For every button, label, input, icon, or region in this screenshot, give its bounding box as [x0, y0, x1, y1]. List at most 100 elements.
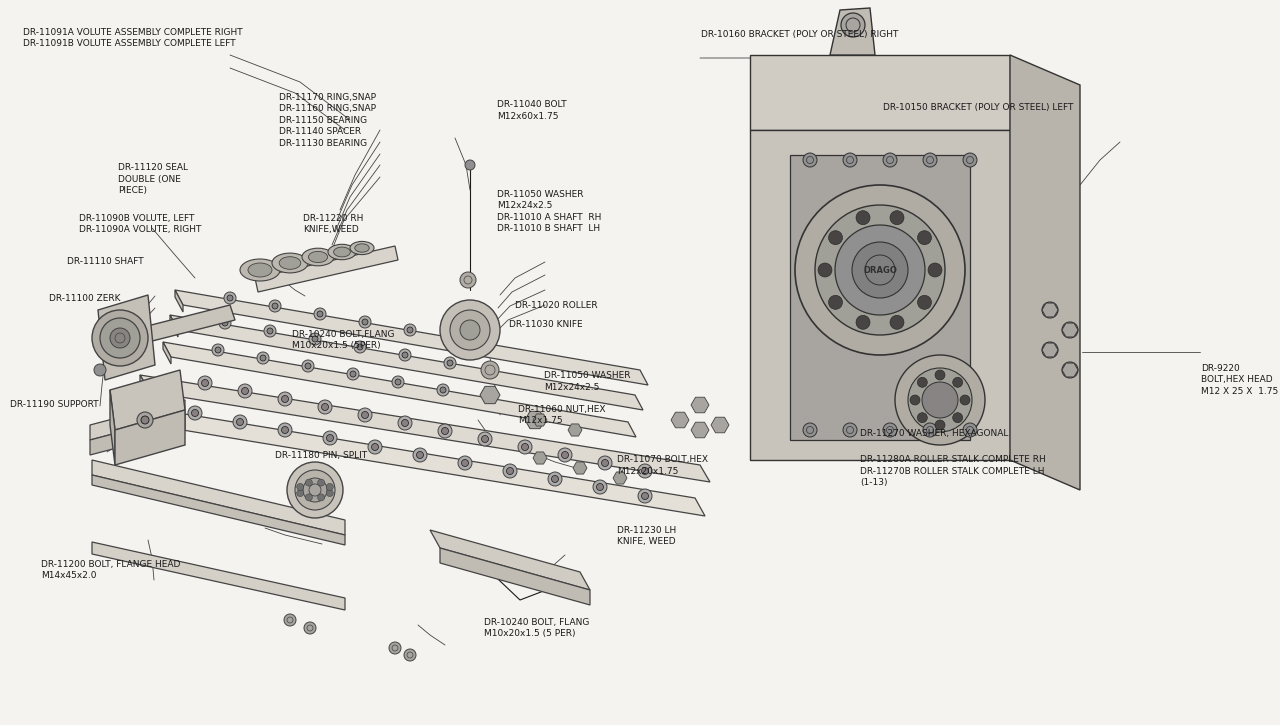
Circle shape — [452, 335, 458, 341]
Polygon shape — [140, 375, 150, 400]
Circle shape — [326, 484, 333, 490]
Polygon shape — [1042, 303, 1059, 317]
Polygon shape — [175, 290, 648, 385]
Circle shape — [212, 344, 224, 356]
Circle shape — [558, 448, 572, 462]
Text: DR-11170 RING,SNAP
DR-11160 RING,SNAP
DR-11150 BEARING
DR-11140 SPACER
DR-11130 : DR-11170 RING,SNAP DR-11160 RING,SNAP DR… — [279, 93, 376, 148]
Circle shape — [392, 376, 404, 388]
Circle shape — [305, 363, 311, 369]
Ellipse shape — [308, 252, 328, 262]
Polygon shape — [568, 424, 582, 436]
Circle shape — [1042, 302, 1059, 318]
Circle shape — [856, 315, 870, 329]
Polygon shape — [140, 375, 710, 482]
Polygon shape — [532, 452, 547, 464]
Ellipse shape — [248, 263, 273, 277]
Ellipse shape — [302, 248, 334, 266]
Circle shape — [562, 452, 568, 458]
Text: DR-11091A VOLUTE ASSEMBLY COMPLETE RIGHT
DR-11091B VOLUTE ASSEMBLY COMPLETE LEFT: DR-11091A VOLUTE ASSEMBLY COMPLETE RIGHT… — [23, 28, 243, 48]
Circle shape — [923, 423, 937, 437]
Circle shape — [362, 319, 369, 325]
Polygon shape — [131, 405, 705, 516]
Text: DR-10150 BRACKET (POLY OR STEEL) LEFT: DR-10150 BRACKET (POLY OR STEEL) LEFT — [883, 103, 1074, 112]
Circle shape — [841, 13, 865, 37]
Circle shape — [835, 225, 925, 315]
Ellipse shape — [273, 253, 308, 273]
Circle shape — [242, 387, 248, 394]
Polygon shape — [750, 130, 1010, 460]
Circle shape — [302, 360, 314, 372]
Circle shape — [641, 468, 649, 474]
Circle shape — [518, 440, 532, 454]
Circle shape — [458, 456, 472, 470]
Polygon shape — [1062, 323, 1078, 337]
Circle shape — [923, 153, 937, 167]
Circle shape — [224, 292, 236, 304]
Circle shape — [326, 434, 334, 442]
Circle shape — [227, 295, 233, 301]
Circle shape — [1062, 322, 1078, 338]
Circle shape — [598, 456, 612, 470]
Circle shape — [355, 341, 366, 353]
Circle shape — [264, 325, 276, 337]
Polygon shape — [90, 415, 186, 455]
Circle shape — [269, 300, 282, 312]
Polygon shape — [525, 411, 545, 428]
Circle shape — [347, 368, 358, 380]
Circle shape — [314, 308, 326, 320]
Text: DR-11190 SUPPORT: DR-11190 SUPPORT — [10, 400, 99, 409]
Circle shape — [317, 494, 325, 501]
Circle shape — [317, 400, 332, 414]
Circle shape — [303, 478, 326, 502]
Circle shape — [278, 392, 292, 406]
Polygon shape — [1010, 55, 1080, 490]
Circle shape — [844, 153, 858, 167]
Circle shape — [844, 423, 858, 437]
Circle shape — [188, 406, 202, 420]
Polygon shape — [92, 542, 346, 610]
Polygon shape — [532, 414, 547, 426]
Text: DR-11020 ROLLER: DR-11020 ROLLER — [515, 301, 598, 310]
Circle shape — [918, 377, 927, 387]
Polygon shape — [92, 475, 346, 545]
Circle shape — [312, 336, 317, 342]
Circle shape — [803, 423, 817, 437]
Polygon shape — [671, 413, 689, 428]
Circle shape — [215, 347, 221, 353]
Text: DR-10240 BOLT,FLANG
M10x20x1.5 (5PER): DR-10240 BOLT,FLANG M10x20x1.5 (5PER) — [292, 330, 394, 350]
Circle shape — [268, 328, 273, 334]
Circle shape — [92, 310, 148, 366]
Circle shape — [828, 295, 842, 310]
Circle shape — [323, 431, 337, 445]
Ellipse shape — [355, 244, 369, 252]
Circle shape — [221, 320, 228, 326]
Circle shape — [398, 416, 412, 430]
Polygon shape — [100, 305, 236, 353]
Circle shape — [895, 355, 986, 445]
Text: DR-11220 RH
KNIFE,WEED: DR-11220 RH KNIFE,WEED — [303, 214, 364, 234]
Circle shape — [297, 484, 303, 490]
Circle shape — [460, 320, 480, 340]
Text: DR-9220
BOLT,HEX HEAD
M12 X 25 X  1.75 (4): DR-9220 BOLT,HEX HEAD M12 X 25 X 1.75 (4… — [1201, 364, 1280, 396]
Circle shape — [641, 492, 649, 500]
Circle shape — [257, 352, 269, 364]
Circle shape — [593, 480, 607, 494]
Circle shape — [960, 395, 970, 405]
Circle shape — [396, 379, 401, 385]
Polygon shape — [115, 410, 186, 465]
Circle shape — [477, 432, 492, 446]
Ellipse shape — [241, 259, 280, 281]
Polygon shape — [170, 315, 178, 337]
Circle shape — [952, 413, 963, 423]
Circle shape — [306, 479, 312, 486]
Circle shape — [389, 642, 401, 654]
Circle shape — [602, 460, 608, 466]
Ellipse shape — [328, 244, 356, 260]
Circle shape — [317, 311, 323, 317]
Circle shape — [856, 211, 870, 225]
Polygon shape — [691, 422, 709, 438]
Polygon shape — [255, 246, 398, 292]
Circle shape — [460, 272, 476, 288]
Polygon shape — [163, 342, 636, 437]
Circle shape — [404, 324, 416, 336]
